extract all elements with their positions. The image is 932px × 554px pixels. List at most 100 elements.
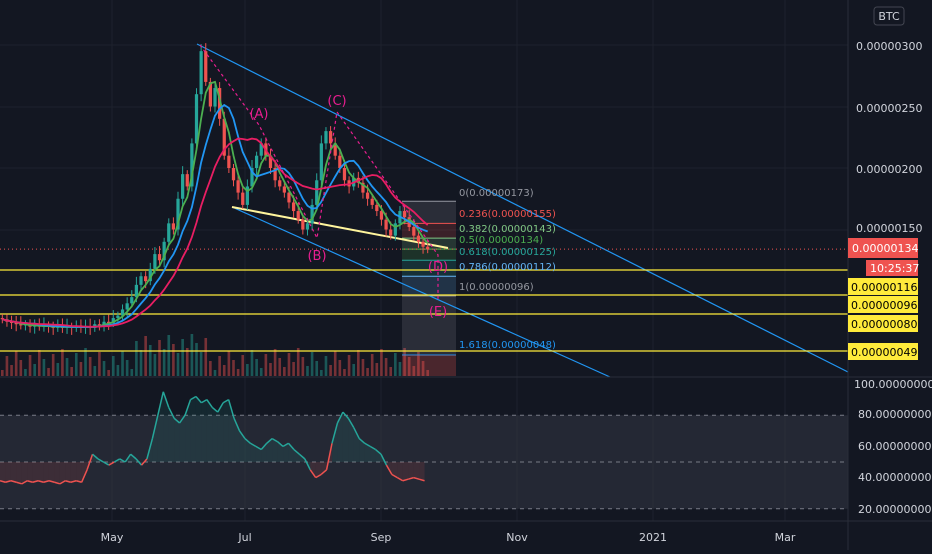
rsi-segment bbox=[233, 418, 241, 432]
rsi-tick: 100.00000000 bbox=[854, 378, 932, 391]
candle-body bbox=[319, 143, 323, 181]
wave-label-b: (B) bbox=[307, 249, 326, 264]
rsi-tick: 60.00000000 bbox=[858, 440, 931, 453]
rsi-segment bbox=[364, 442, 371, 448]
descending-channel bbox=[0, 43, 849, 378]
candle-body bbox=[190, 143, 194, 187]
volume-bar bbox=[130, 369, 134, 376]
rsi-fill bbox=[234, 418, 240, 462]
candle-body bbox=[287, 192, 291, 203]
candle-body bbox=[291, 202, 296, 212]
rsi-segment bbox=[385, 464, 393, 475]
candle-body bbox=[338, 155, 342, 168]
volume-bar bbox=[24, 369, 27, 376]
rsi-fill bbox=[315, 462, 322, 478]
rsi-segment bbox=[206, 399, 213, 408]
time-tick: 2021 bbox=[639, 531, 667, 544]
rsi-fill bbox=[397, 462, 403, 481]
rsi-segment bbox=[103, 461, 110, 466]
candle-body bbox=[268, 155, 273, 168]
rsi-fill bbox=[168, 407, 175, 462]
fib-label: 0.236(0.00000155) bbox=[459, 209, 556, 220]
rsi-fill bbox=[48, 462, 55, 483]
volume-bar bbox=[384, 358, 388, 376]
volume-bar bbox=[366, 368, 369, 376]
volume-bar bbox=[10, 365, 13, 376]
candlestick-series[interactable] bbox=[0, 43, 430, 335]
volume-bar bbox=[37, 350, 41, 376]
rsi-fill bbox=[353, 427, 360, 462]
candle-body bbox=[171, 223, 176, 230]
rsi-fill bbox=[114, 458, 120, 462]
rsi-segment bbox=[86, 453, 94, 471]
rsi-segment bbox=[402, 478, 409, 482]
rsi-fill bbox=[364, 443, 371, 462]
rsi-segment bbox=[369, 445, 376, 451]
candle-body bbox=[102, 321, 106, 326]
price-tick: 0.00000250 bbox=[856, 102, 922, 115]
candle-body bbox=[231, 168, 236, 181]
volume-bar bbox=[370, 354, 374, 376]
volume-bar bbox=[315, 361, 319, 376]
volume-bars bbox=[1, 334, 429, 376]
rsi-segment bbox=[16, 481, 22, 485]
rsi-segment bbox=[266, 438, 273, 444]
rsi-fill bbox=[103, 462, 109, 466]
volume-bar bbox=[296, 348, 300, 376]
rsi-segment bbox=[342, 411, 349, 419]
candle-body bbox=[97, 324, 102, 326]
rsi-fill bbox=[419, 462, 425, 481]
rsi-segment bbox=[43, 479, 50, 484]
fib-extension bbox=[402, 354, 456, 376]
rsi-fill bbox=[337, 412, 343, 462]
candle-body bbox=[379, 211, 384, 220]
rsi-segment bbox=[108, 461, 115, 466]
rsi-segment bbox=[336, 411, 344, 424]
rsi-segment bbox=[5, 479, 12, 484]
rsi-fill bbox=[201, 399, 207, 462]
rsi-segment bbox=[130, 453, 137, 460]
rsi-fill bbox=[217, 402, 224, 462]
rsi-fill bbox=[250, 443, 256, 462]
rsi-segment bbox=[250, 442, 257, 448]
volume-bar bbox=[236, 369, 240, 376]
volume-bar bbox=[162, 349, 166, 376]
currency-badge[interactable]: BTC bbox=[873, 6, 905, 26]
volume-bar bbox=[421, 361, 425, 376]
rsi-panel[interactable] bbox=[0, 391, 848, 510]
rsi-segment bbox=[293, 448, 300, 455]
rsi-segment bbox=[408, 476, 414, 480]
candle-body bbox=[315, 180, 319, 205]
volume-bar bbox=[14, 351, 18, 376]
rsi-fill bbox=[239, 430, 245, 462]
rsi-fill bbox=[375, 449, 382, 462]
rsi-segment bbox=[173, 417, 181, 424]
volume-bar bbox=[361, 359, 365, 376]
candle-body bbox=[310, 204, 314, 224]
rsi-fill bbox=[190, 396, 196, 462]
rsi-fill bbox=[370, 446, 376, 462]
volume-bar bbox=[88, 357, 92, 376]
candle-body bbox=[185, 174, 189, 187]
support-tag: 0.00000096 bbox=[848, 296, 918, 313]
volume-bar bbox=[343, 369, 346, 376]
fib-label: 1(0.00000096) bbox=[459, 282, 534, 293]
candle-body bbox=[157, 254, 162, 261]
candle-body bbox=[301, 219, 305, 230]
volume-bar bbox=[84, 348, 87, 376]
volume-bar bbox=[324, 356, 328, 376]
volume-bar bbox=[172, 344, 175, 376]
volume-bar bbox=[426, 370, 429, 376]
rsi-segment bbox=[48, 479, 55, 484]
volume-bar bbox=[403, 348, 406, 376]
volume-bar bbox=[333, 351, 337, 376]
volume-bar bbox=[167, 335, 171, 376]
candle-body bbox=[120, 309, 125, 316]
rsi-segment bbox=[396, 476, 404, 482]
rsi-segment bbox=[238, 430, 246, 440]
rsi-segment bbox=[195, 395, 202, 404]
rsi-segment bbox=[0, 479, 6, 484]
rsi-segment bbox=[244, 438, 251, 444]
candle-body bbox=[218, 88, 222, 119]
